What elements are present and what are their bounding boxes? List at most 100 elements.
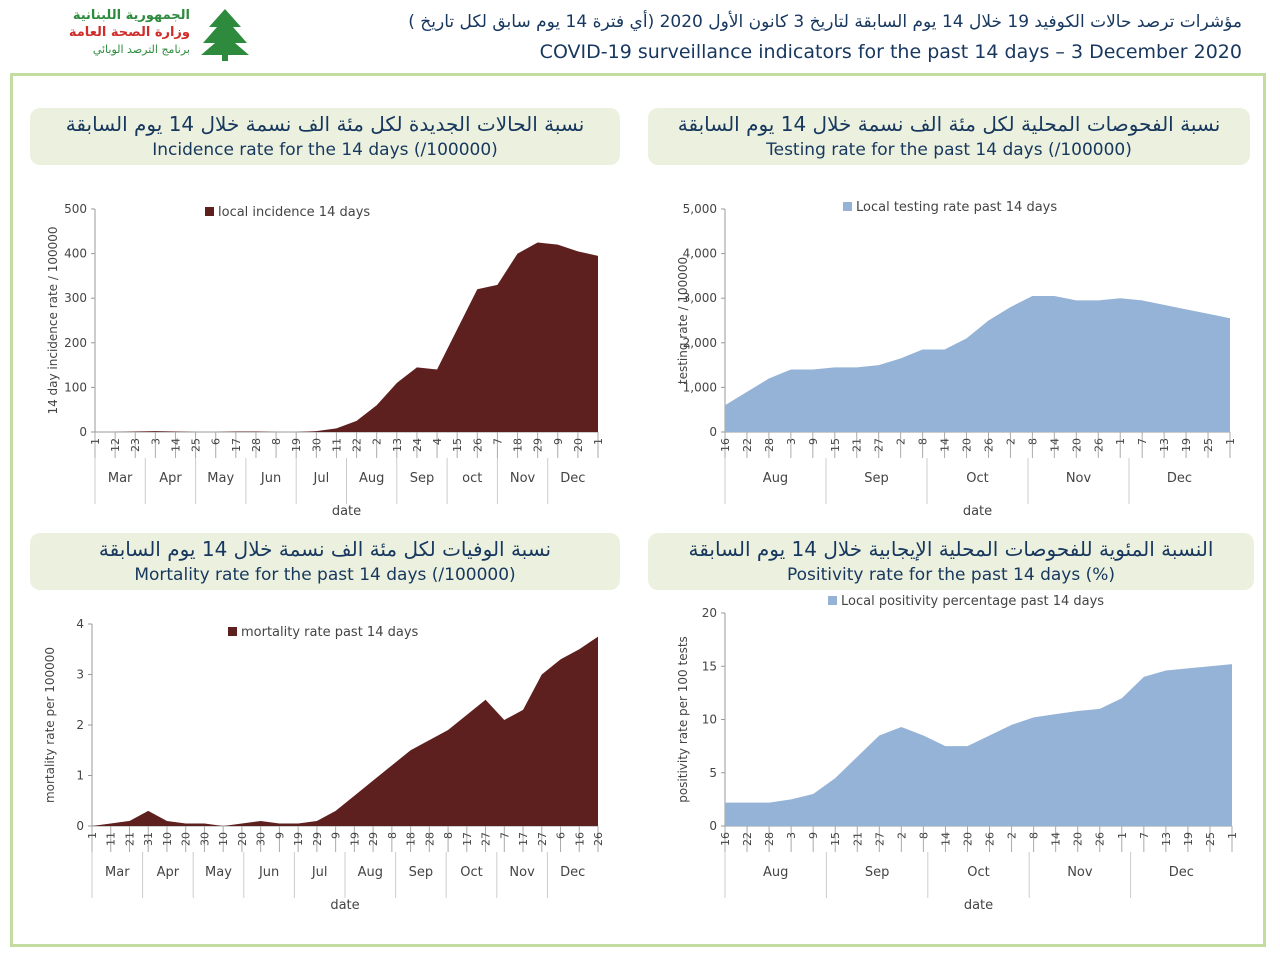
month-label: May [207, 471, 234, 486]
panel-header: النسبة المئوية للفحوصات المحلية الإيجابي… [648, 533, 1254, 590]
area [92, 636, 598, 826]
x-tick-label: 8 [386, 832, 399, 839]
x-tick-label: 25 [1204, 832, 1217, 846]
month-label: May [205, 865, 232, 880]
y-axis-label: positivity rate per 100 tests [676, 636, 690, 803]
y-tick-label: 3 [76, 668, 84, 682]
panel-subtitle: Testing rate for the past 14 days (/1000… [766, 140, 1132, 160]
y-tick-label: 1,000 [683, 380, 717, 394]
panel-header: نسبة الفحوصات المحلية لكل مئة الف نسمة خ… [648, 108, 1250, 165]
x-tick-label: 17 [517, 832, 530, 846]
y-tick-label: 4,000 [683, 247, 717, 261]
month-label: Dec [1167, 471, 1192, 486]
y-tick-label: 500 [64, 202, 87, 216]
y-tick-label: 5 [709, 766, 717, 780]
month-label: Nov [1067, 865, 1093, 880]
x-tick-label: 28 [423, 832, 436, 846]
month-label: Aug [359, 471, 384, 486]
x-tick-label: 1 [1226, 832, 1239, 839]
x-tick-label: 9 [552, 438, 565, 445]
panel-header: نسبة الحالات الجديدة لكل مئة الف نسمة خل… [30, 108, 620, 165]
month-label: Aug [763, 471, 788, 486]
month-label: Mar [105, 865, 130, 880]
x-tick-label: 1 [89, 438, 102, 445]
x-tick-label: 2 [895, 438, 908, 445]
x-tick-label: 18 [405, 832, 418, 846]
x-tick-label: 3 [785, 832, 798, 839]
panel-header: نسبة الوفيات لكل مئة الف نسمة خلال 14 يو… [30, 533, 620, 590]
month-label: Oct [460, 865, 482, 880]
y-tick-label: 10 [702, 713, 717, 727]
month-label: Aug [358, 865, 383, 880]
legend-swatch [228, 627, 237, 636]
x-tick-label: 12 [109, 438, 122, 452]
x-tick-label: 20 [1072, 832, 1085, 846]
x-tick-label: 20 [961, 438, 974, 452]
logo-line: الجمهورية اللبنانية [72, 8, 190, 23]
x-tick-label: 1 [1116, 832, 1129, 839]
x-tick-label: 16 [719, 438, 732, 452]
x-tick-label: 8 [1026, 438, 1039, 445]
month-label: Sep [865, 865, 890, 880]
x-tick-label: 26 [471, 438, 484, 452]
x-tick-label: 3 [785, 438, 798, 445]
x-tick-label: 26 [592, 832, 605, 846]
month-label: Aug [763, 865, 788, 880]
y-axis-label: 14 day incidence rate / 100000 [46, 226, 60, 414]
x-tick-label: 14 [939, 438, 952, 452]
x-tick-label: 20 [1070, 438, 1083, 452]
x-tick-label: 13 [391, 438, 404, 452]
x-tick-label: 26 [1094, 832, 1107, 846]
x-tick-label: 6 [210, 438, 223, 445]
x-tick-label: 3 [149, 438, 162, 445]
y-tick-label: 1 [76, 769, 84, 783]
x-tick-label: 29 [532, 438, 545, 452]
x-tick-label: 14 [169, 438, 182, 452]
x-axis-label: date [330, 898, 359, 913]
y-tick-label: 0 [709, 425, 717, 439]
x-tick-label: 14 [1050, 832, 1063, 846]
legend-label: Local testing rate past 14 days [856, 200, 1057, 215]
x-tick-label: 22 [351, 438, 364, 452]
x-tick-label: 30 [198, 832, 211, 846]
legend-label: mortality rate past 14 days [241, 625, 419, 640]
x-tick-label: 2 [1004, 438, 1017, 445]
y-tick-label: 4 [76, 617, 84, 631]
x-tick-label: 2 [895, 832, 908, 839]
month-label: Jul [311, 865, 328, 880]
month-label: Sep [864, 471, 889, 486]
x-tick-label: 9 [807, 438, 820, 445]
panel-subtitle: Positivity rate for the past 14 days (%) [786, 565, 1116, 585]
x-tick-label: 13 [1158, 438, 1171, 452]
month-label: Oct [966, 471, 988, 486]
x-tick-label: 28 [763, 832, 776, 846]
x-tick-label: 7 [1138, 832, 1151, 839]
x-tick-label: 24 [411, 438, 424, 452]
x-tick-label: 21 [851, 832, 864, 846]
x-tick-label: 7 [491, 438, 504, 445]
x-axis-label: date [963, 504, 992, 519]
frame [10, 73, 1266, 947]
x-tick-label: 16 [719, 832, 732, 846]
y-tick-label: 2 [76, 718, 84, 732]
x-tick-label: 27 [536, 832, 549, 846]
legend-swatch [205, 207, 214, 216]
month-label: Apr [157, 865, 180, 880]
x-tick-label: 14 [1048, 438, 1061, 452]
month-label: Nov [510, 471, 536, 486]
x-tick-label: 8 [442, 832, 455, 839]
x-tick-label: 20 [236, 832, 249, 846]
x-tick-label: 2 [371, 438, 384, 445]
x-tick-label: 25 [190, 438, 203, 452]
x-tick-label: 19 [292, 832, 305, 846]
x-tick-label: 21 [851, 438, 864, 452]
x-tick-label: 11 [330, 438, 343, 452]
legend-swatch [843, 202, 852, 211]
x-tick-label: 6 [555, 832, 568, 839]
logo-line: وزارة الصحة العامة [68, 25, 190, 40]
month-label: Jun [260, 471, 281, 486]
x-tick-label: 20 [961, 832, 974, 846]
month-label: Oct [967, 865, 989, 880]
x-tick-label: 9 [330, 832, 343, 839]
x-tick-label: 1 [1114, 438, 1127, 445]
